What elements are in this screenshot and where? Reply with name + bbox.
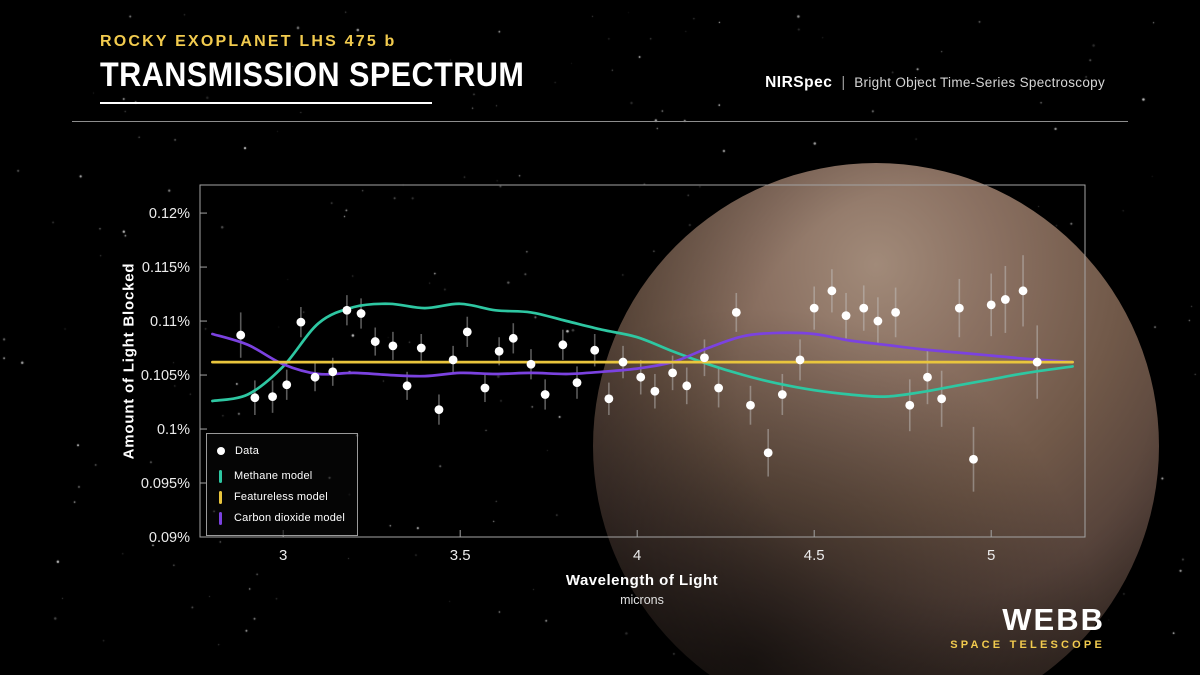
- data-point: [668, 368, 677, 378]
- data-point: [682, 381, 692, 391]
- data-point: [809, 303, 819, 313]
- data-point: [296, 317, 306, 327]
- logo-subtitle: SPACE TELESCOPE: [950, 639, 1105, 651]
- separator-bar: |: [841, 74, 846, 91]
- exoplanet-illustration: [593, 163, 1159, 675]
- y-tick-label: 0.1%: [157, 422, 190, 438]
- data-point: [1000, 295, 1010, 304]
- x-tick-label: 4: [633, 547, 641, 564]
- data-point: [954, 303, 964, 313]
- carbon-dioxide-model-line: [211, 331, 1074, 378]
- data-point: [480, 383, 490, 393]
- data-point: [494, 346, 504, 356]
- y-axis-title: Amount of Light Blocked: [120, 262, 138, 460]
- data-point: [969, 454, 978, 464]
- data-point: [1032, 357, 1042, 367]
- x-axis-unit: microns: [620, 593, 664, 607]
- legend-label: Featureless model: [234, 491, 328, 503]
- data-point: [590, 345, 600, 355]
- data-point: [250, 393, 260, 403]
- data-point: [841, 311, 851, 321]
- data-point: [342, 305, 352, 315]
- data-point: [540, 390, 550, 399]
- data-marker-icon: [217, 447, 225, 455]
- data-point: [905, 400, 915, 410]
- legend-item: Methane model: [216, 468, 345, 484]
- y-tick-label: 0.11%: [150, 314, 190, 330]
- model-line-icon: [219, 469, 222, 483]
- x-tick-label: 3: [279, 547, 287, 564]
- data-point: [986, 300, 996, 310]
- data-point: [746, 400, 755, 410]
- data-point: [572, 378, 582, 387]
- data-point: [526, 359, 536, 369]
- header: ROCKY EXOPLANET LHS 475 b TRANSMISSION S…: [100, 33, 571, 104]
- instrument-info: NIRSpec | Bright Object Time-Series Spectr…: [765, 74, 1105, 92]
- data-point: [1018, 286, 1028, 296]
- data-point: [416, 343, 426, 353]
- data-point: [462, 327, 472, 337]
- y-tick-label: 0.095%: [141, 476, 190, 492]
- data-point: [402, 381, 412, 391]
- data-point: [937, 394, 947, 404]
- legend-item: Featureless model: [216, 489, 345, 505]
- x-tick-label: 4.5: [804, 547, 825, 564]
- data-point: [714, 383, 724, 393]
- model-line-icon: [219, 490, 222, 504]
- data-point: [795, 355, 805, 365]
- data-point: [873, 316, 883, 326]
- data-point: [731, 308, 741, 317]
- webb-logo: WEBB SPACE TELESCOPE: [950, 604, 1105, 651]
- model-line-icon: [219, 511, 222, 525]
- observation-mode: Bright Object Time-Series Spectroscopy: [854, 75, 1105, 90]
- logo-wordmark: WEBB: [1002, 602, 1105, 637]
- data-point: [700, 353, 709, 363]
- legend-label: Carbon dioxide model: [234, 512, 346, 524]
- data-point: [891, 308, 901, 317]
- data-point: [923, 372, 932, 382]
- data-point: [777, 390, 787, 399]
- data-point: [448, 355, 458, 365]
- data-point: [636, 372, 646, 382]
- data-point: [618, 357, 628, 367]
- data-point: [434, 405, 444, 414]
- data-point: [236, 330, 246, 340]
- page-title: TRANSMISSION SPECTRUM: [100, 56, 525, 94]
- x-axis-title: Wavelength of Light: [565, 572, 719, 589]
- data-point: [508, 333, 518, 343]
- data-point: [282, 380, 292, 390]
- data-point: [558, 340, 568, 350]
- x-tick-label: 3.5: [450, 547, 471, 564]
- legend-label: Data: [235, 445, 260, 457]
- data-point: [388, 341, 398, 351]
- legend-item: Carbon dioxide model: [216, 510, 345, 526]
- title-underline: [100, 102, 432, 104]
- data-point: [604, 394, 614, 404]
- y-tick-label: 0.09%: [149, 530, 190, 546]
- data-point: [328, 367, 338, 377]
- chart-legend: Data Methane model Featureless model Carbon…: [206, 433, 359, 536]
- data-point: [356, 309, 366, 318]
- y-tick-label: 0.12%: [149, 206, 190, 222]
- subtitle-kicker: ROCKY EXOPLANET LHS 475 b: [100, 33, 397, 50]
- plot-frame: [199, 184, 1086, 538]
- y-tick-label: 0.105%: [141, 368, 190, 384]
- legend-item: Data: [216, 443, 345, 459]
- x-tick-label: 5: [987, 547, 995, 564]
- legend-label: Methane model: [234, 470, 313, 482]
- instrument-name: NIRSpec: [765, 74, 833, 91]
- methane-model-line: [211, 302, 1074, 403]
- y-tick-label: 0.115%: [142, 260, 190, 276]
- data-point: [650, 386, 660, 396]
- data-point: [268, 392, 277, 402]
- data-point: [370, 337, 380, 346]
- data-point: [859, 303, 869, 313]
- data-point: [827, 286, 837, 296]
- data-point: [763, 448, 773, 458]
- data-point: [310, 372, 320, 382]
- header-divider: [72, 121, 1128, 122]
